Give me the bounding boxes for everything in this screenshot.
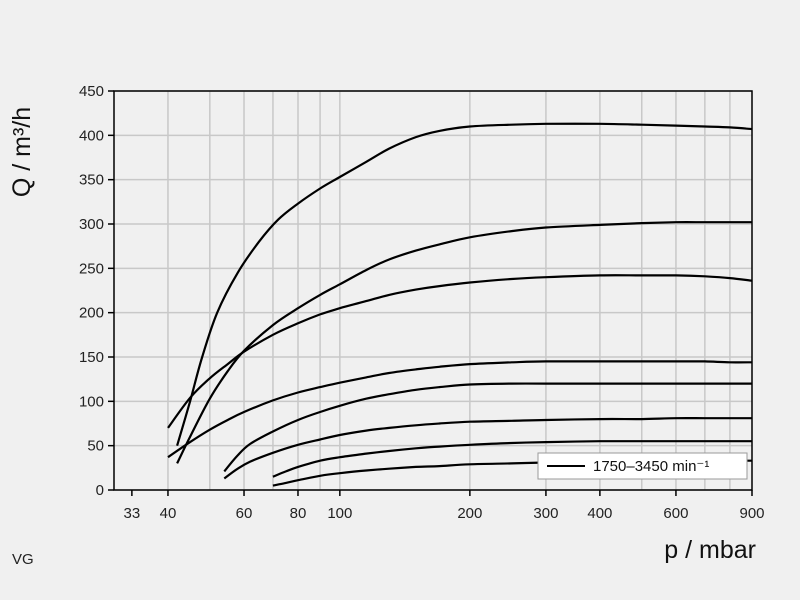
x-tick-label: 600 — [663, 505, 688, 522]
x-tick-label: 33 — [124, 505, 141, 522]
x-tick-label: 400 — [587, 505, 612, 522]
legend-label: 1750–3450 min⁻¹ — [593, 458, 709, 475]
x-tick-label: 200 — [457, 505, 482, 522]
x-tick-label: 80 — [290, 505, 307, 522]
x-axis-title: p / mbar — [664, 536, 756, 564]
plot-frame — [113, 90, 753, 491]
y-tick-label: 100 — [79, 393, 104, 410]
x-tick-label: 900 — [739, 505, 764, 522]
series-line-4 — [167, 360, 753, 459]
y-tick-label: 250 — [79, 260, 104, 277]
legend: 1750–3450 min⁻¹ — [537, 452, 748, 480]
series-line-2 — [176, 221, 752, 464]
y-tick-label: 50 — [87, 438, 104, 455]
y-tick-label: 450 — [79, 83, 104, 100]
axis-ticks: 0 50 100 150 200 250 300 350 400 450 33 40 60 80 100 20… — [79, 83, 765, 522]
y-tick-label: 150 — [79, 349, 104, 366]
x-tick-label: 100 — [327, 505, 352, 522]
series-line-1 — [176, 122, 753, 447]
grid — [114, 90, 752, 491]
y-tick-label: 200 — [79, 305, 104, 322]
y-tick-label: 350 — [79, 172, 104, 189]
x-tick-label: 60 — [236, 505, 253, 522]
series-lines — [167, 122, 753, 487]
x-tick-label: 300 — [533, 505, 558, 522]
series-line-6 — [223, 417, 752, 480]
y-tick-label: 300 — [79, 216, 104, 233]
x-tick-label: 40 — [160, 505, 177, 522]
y-tick-label: 400 — [79, 127, 104, 144]
series-line-3 — [167, 274, 753, 429]
vg-label: VG — [12, 551, 34, 568]
y-tick-label: 0 — [96, 482, 104, 499]
y-axis-title: Q / m³/h — [8, 107, 36, 197]
series-line-7 — [272, 440, 752, 478]
series-line-5 — [223, 382, 752, 473]
